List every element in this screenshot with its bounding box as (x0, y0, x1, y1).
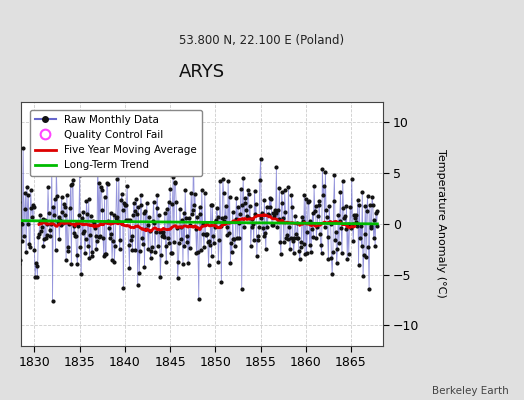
Text: 53.800 N, 22.100 E (Poland): 53.800 N, 22.100 E (Poland) (179, 34, 345, 47)
Text: Berkeley Earth: Berkeley Earth (432, 386, 508, 396)
Title: ARYS: ARYS (179, 63, 225, 81)
Y-axis label: Temperature Anomaly (°C): Temperature Anomaly (°C) (436, 150, 446, 298)
Legend: Raw Monthly Data, Quality Control Fail, Five Year Moving Average, Long-Term Tren: Raw Monthly Data, Quality Control Fail, … (30, 110, 202, 176)
